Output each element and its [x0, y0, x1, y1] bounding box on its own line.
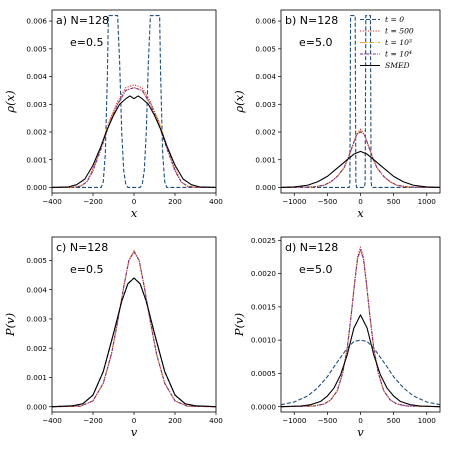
series-line-t1e3 — [281, 130, 440, 188]
x-tick-label: −1000 — [282, 197, 307, 206]
series-line-t1e4 — [52, 251, 216, 408]
y-axis-label: P(v) — [3, 313, 17, 337]
y-axis-label: ρ(x) — [3, 90, 17, 113]
y-tick-label: 0.0010 — [251, 336, 277, 345]
x-tick-label: −200 — [83, 416, 103, 425]
panel-label: a) N=128 — [56, 14, 109, 27]
legend-label-t500: t = 500 — [385, 27, 414, 36]
series-line-t0 — [52, 277, 216, 408]
parameter-label: e=5.0 — [299, 36, 332, 49]
plot-frame — [280, 9, 441, 194]
y-tick-label: 0.003 — [26, 315, 47, 324]
y-tick-label: 0.001 — [255, 155, 276, 164]
series-line-t500 — [281, 128, 440, 188]
x-tick-label: −400 — [42, 416, 62, 425]
y-tick-label: 0.000 — [26, 183, 47, 192]
series-line-t1e3 — [52, 87, 216, 188]
y-tick-label: 0.003 — [26, 100, 47, 109]
x-tick-label: 1000 — [418, 197, 437, 206]
x-tick-label: 0 — [132, 416, 137, 425]
y-tick-label: 0.0015 — [251, 302, 276, 311]
panel-label: d) N=128 — [285, 241, 338, 254]
series-line-t1e4 — [281, 131, 440, 188]
parameter-label: e=5.0 — [299, 263, 332, 276]
plot-frame — [280, 236, 441, 413]
x-tick-label: 200 — [168, 197, 182, 206]
legend-label-t0: t = 0 — [385, 15, 404, 24]
x-axis-label: v — [357, 425, 364, 439]
y-tick-label: 0.002 — [255, 128, 276, 137]
legend-label-smed: SMED — [385, 61, 410, 70]
y-tick-label: 0.003 — [255, 100, 276, 109]
y-axis-label: ρ(x) — [232, 90, 246, 113]
series-line-t1e4 — [52, 87, 216, 188]
x-tick-label: 500 — [387, 416, 401, 425]
plot-frame — [51, 236, 217, 413]
panel-2: −1000 −500 0 500 1000 0.000 0.001 0.002 0.003 0.0… — [232, 9, 441, 220]
series-line-t0 — [281, 339, 440, 406]
y-tick-label: 0.006 — [26, 17, 47, 26]
x-tick-label: −500 — [318, 197, 338, 206]
parameter-label: e=0.5 — [70, 263, 103, 276]
y-tick-label: 0.0005 — [251, 369, 276, 378]
panel-label: b) N=128 — [285, 14, 338, 27]
x-tick-label: 1000 — [418, 416, 437, 425]
y-tick-label: 0.002 — [26, 128, 47, 137]
y-tick-label: 0.004 — [26, 285, 47, 294]
y-tick-label: 0.001 — [26, 155, 47, 164]
x-tick-label: 500 — [387, 197, 401, 206]
x-tick-label: 0 — [358, 416, 363, 425]
series-line-smed — [281, 314, 440, 408]
x-axis-label: x — [131, 206, 138, 220]
legend: t = 0 t = 500 t = 10³ t = 10⁴ SMED — [360, 15, 414, 70]
panel-1: −400 −200 0 200 400 0.000 0.001 0.002 0.003 0.004… — [3, 9, 223, 220]
series-line-smed — [52, 277, 216, 408]
series-line-t0 — [281, 15, 440, 188]
x-axis-label: x — [357, 206, 364, 220]
y-tick-label: 0.002 — [26, 344, 47, 353]
x-tick-label: −1000 — [282, 416, 307, 425]
y-tick-label: 0.005 — [26, 256, 47, 265]
series-line-t0 — [52, 15, 216, 188]
plot-frame — [51, 9, 217, 194]
y-tick-label: 0.0025 — [251, 236, 276, 245]
legend-label-t1e3: t = 10³ — [385, 38, 412, 47]
x-tick-label: 0 — [358, 197, 363, 206]
y-tick-label: 0.006 — [255, 17, 276, 26]
y-tick-label: 0.005 — [26, 44, 47, 53]
y-tick-label: 0.000 — [255, 183, 276, 192]
y-tick-label: 0.004 — [26, 72, 47, 81]
panel-3: −400 −200 0 200 400 0.000 0.001 0.002 0.003 0.004… — [3, 236, 223, 439]
y-tick-label: 0.0000 — [251, 402, 277, 411]
y-tick-label: 0.004 — [255, 72, 276, 81]
panel-label: c) N=128 — [56, 241, 108, 254]
y-tick-label: 0.005 — [255, 44, 276, 53]
y-tick-label: 0.001 — [26, 373, 47, 382]
series-line-t1e4 — [281, 249, 440, 408]
x-axis-label: v — [131, 425, 138, 439]
parameter-label: e=0.5 — [70, 36, 103, 49]
x-tick-label: 200 — [168, 416, 182, 425]
x-tick-label: 400 — [209, 416, 223, 425]
x-tick-label: −500 — [318, 416, 338, 425]
x-tick-label: 0 — [132, 197, 137, 206]
panel-4: −1000 −500 0 500 1000 0.0000 0.0005 0.0010 0.001… — [232, 236, 441, 439]
x-tick-label: −400 — [42, 197, 62, 206]
series-line-smed — [52, 95, 216, 188]
x-tick-label: −200 — [83, 197, 103, 206]
y-tick-label: 0.0020 — [251, 269, 277, 278]
x-tick-label: 400 — [209, 197, 223, 206]
series-line-t500 — [52, 84, 216, 188]
series-line-t1e3 — [281, 249, 440, 408]
y-tick-label: 0.000 — [26, 402, 47, 411]
legend-label-t1e4: t = 10⁴ — [385, 50, 412, 59]
series-line-smed — [281, 150, 440, 188]
y-axis-label: P(v) — [232, 313, 246, 337]
